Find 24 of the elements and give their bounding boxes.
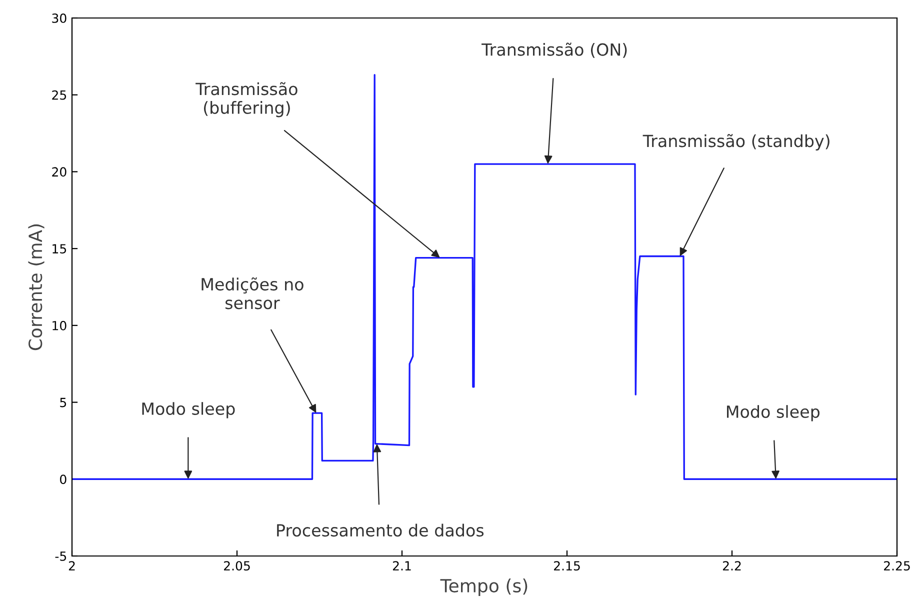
annotation: Processamento de dados xyxy=(277,524,484,537)
x-tick-label: 2.15 xyxy=(554,561,580,571)
annotation: Modo sleep xyxy=(142,402,235,418)
annotation: Transmissão (standby) xyxy=(642,134,830,150)
x-tick-label: 2.25 xyxy=(884,561,910,571)
y-tick-label: 15 xyxy=(52,244,66,254)
annotation: Medições no sensor xyxy=(202,277,304,310)
x-axis-title: Tempo (s) xyxy=(440,578,528,596)
y-tick-label: 10 xyxy=(52,320,66,330)
y-tick-label: 5 xyxy=(60,398,66,408)
x-tick-label: 2.2 xyxy=(722,561,741,570)
y-tick-label: 20 xyxy=(52,167,66,177)
x-tick-label: 2.1 xyxy=(392,561,411,570)
y-tick-label: 30 xyxy=(52,13,66,23)
x-tick-label: 2.05 xyxy=(224,561,250,571)
y-tick-label: -5 xyxy=(55,552,66,561)
y-axis-title: Corrente (mA) xyxy=(28,224,44,350)
y-tick-label: 0 xyxy=(60,474,66,484)
x-tick-label: 2 xyxy=(68,561,75,570)
annotation: Transmissão (ON) xyxy=(482,42,627,58)
line-series xyxy=(72,74,897,480)
annotation: Transmissão (buffering) xyxy=(196,82,298,118)
annotation: Modo sleep xyxy=(726,405,820,422)
y-tick-label: 25 xyxy=(52,90,66,100)
